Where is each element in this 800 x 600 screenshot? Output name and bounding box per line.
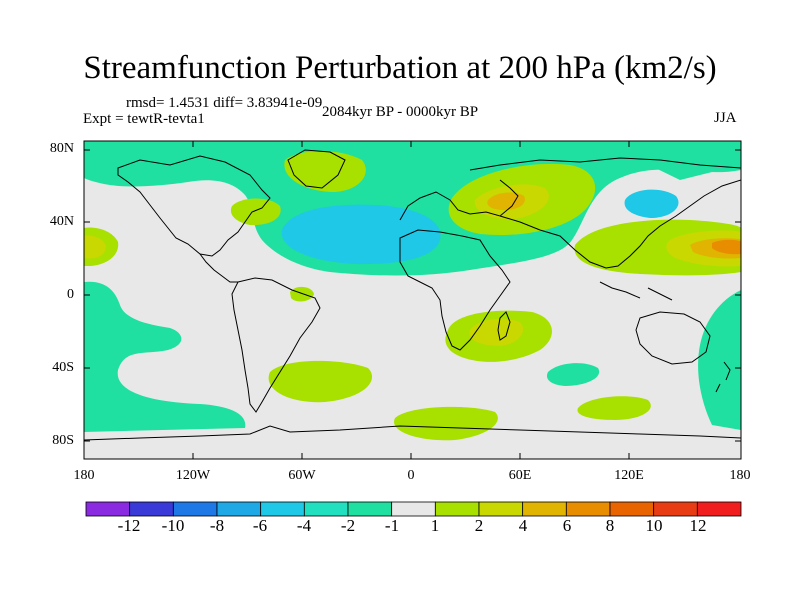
contour-madagascar-yellow [469,318,524,346]
coast-asia [499,179,741,269]
colorbar-label: 8 [605,516,615,535]
contour-pacific-dark-orange [712,239,741,255]
colorbar-swatch [434,501,480,517]
colorbar-label: 12 [689,516,707,535]
colorbar-label: -8 [209,516,225,535]
coastlines [84,149,741,441]
lon-label-180e: 180 [729,468,751,483]
coast-greenland [287,149,346,189]
colorbar-swatch [478,501,524,517]
colorbar [85,501,742,517]
colorbar-swatch [522,501,567,517]
coast-antarctica [84,425,741,441]
lat-label-80s: 80S [52,433,74,448]
colorbar-swatch [609,501,655,517]
colorbar-swatch [391,501,436,517]
colorbar-label: -10 [161,516,185,535]
lon-label-120e: 120E [614,468,644,483]
lon-label-60e: 60E [508,468,532,483]
colorbar-label: 4 [518,516,528,535]
contour-europe-orange [487,192,525,210]
lat-label-80n: 80N [49,141,74,156]
coast-south-america [231,277,321,413]
colorbar-swatch [303,501,349,517]
colorbar-label: 6 [562,516,572,535]
colorbar-label: -4 [296,516,312,535]
contour-asia-small-green [598,231,624,250]
experiment-label: Expt = tewtR-tevta1 [83,111,205,127]
colorbar-label: -1 [384,516,400,535]
contour-field [84,141,741,459]
colorbar-label: 10 [645,516,663,535]
coast-madagascar [497,311,511,341]
colorbar-label: -6 [252,516,268,535]
contour-na-east-green [230,198,281,226]
axis-ticks [83,141,742,459]
colorbar-swatch [653,501,698,517]
contour-east-pacific-teal [698,290,741,430]
colorbar-label: -2 [340,516,356,535]
coast-siberia [469,157,741,171]
colorbar-label: 2 [474,516,484,535]
coast-europe [399,179,519,221]
contour-antarctic-green [394,406,498,441]
lat-label-40n: 40N [49,214,74,229]
colorbar-swatch [347,501,393,517]
chart-title: Streamfunction Perturbation at 200 hPa (… [83,50,717,86]
colorbar-swatch [172,501,218,517]
period-label: 2084kyr BP - 0000kyr BP [322,104,479,120]
map-frame [83,140,742,460]
contour-asia-cyan [624,189,679,218]
lat-label-0: 0 [67,287,74,302]
contour-band-north-teal-east [600,141,741,180]
colorbar-swatch [260,501,305,517]
colorbar-swatch [565,501,611,517]
lon-label-180w: 180 [73,468,95,483]
lon-label-120w: 120W [175,468,211,483]
colorbar-label: -12 [117,516,141,535]
coast-indonesia [599,281,673,301]
colorbar-swatch [216,501,262,517]
stats-label: rmsd= 1.4531 diff= 3.83941e-09 [126,95,323,111]
lon-label-60w: 60W [288,468,316,483]
colorbar-swatch [696,501,742,517]
contour-west-yellow [84,235,106,259]
colorbar-label: 1 [430,516,440,535]
coast-north-america [117,155,271,257]
lat-label-40s: 40S [52,360,74,375]
colorbar-swatch [129,501,174,517]
coast-new-zealand [715,361,731,393]
contour-south-indian-green [577,396,651,420]
contour-west-pacific-teal [84,281,246,432]
coast-central-america [199,253,238,283]
lon-label-0: 0 [407,468,415,483]
contour-atlantic-cyan [281,204,441,265]
coast-africa [399,229,511,351]
contour-sa-green [290,286,314,302]
colorbar-swatch [85,501,131,517]
season-label: JJA [714,110,737,126]
contour-greenland-green [284,151,366,192]
coast-australia [635,311,711,365]
contour-south-africa-teal [546,363,600,386]
contour-south-atlantic-green [268,360,373,403]
